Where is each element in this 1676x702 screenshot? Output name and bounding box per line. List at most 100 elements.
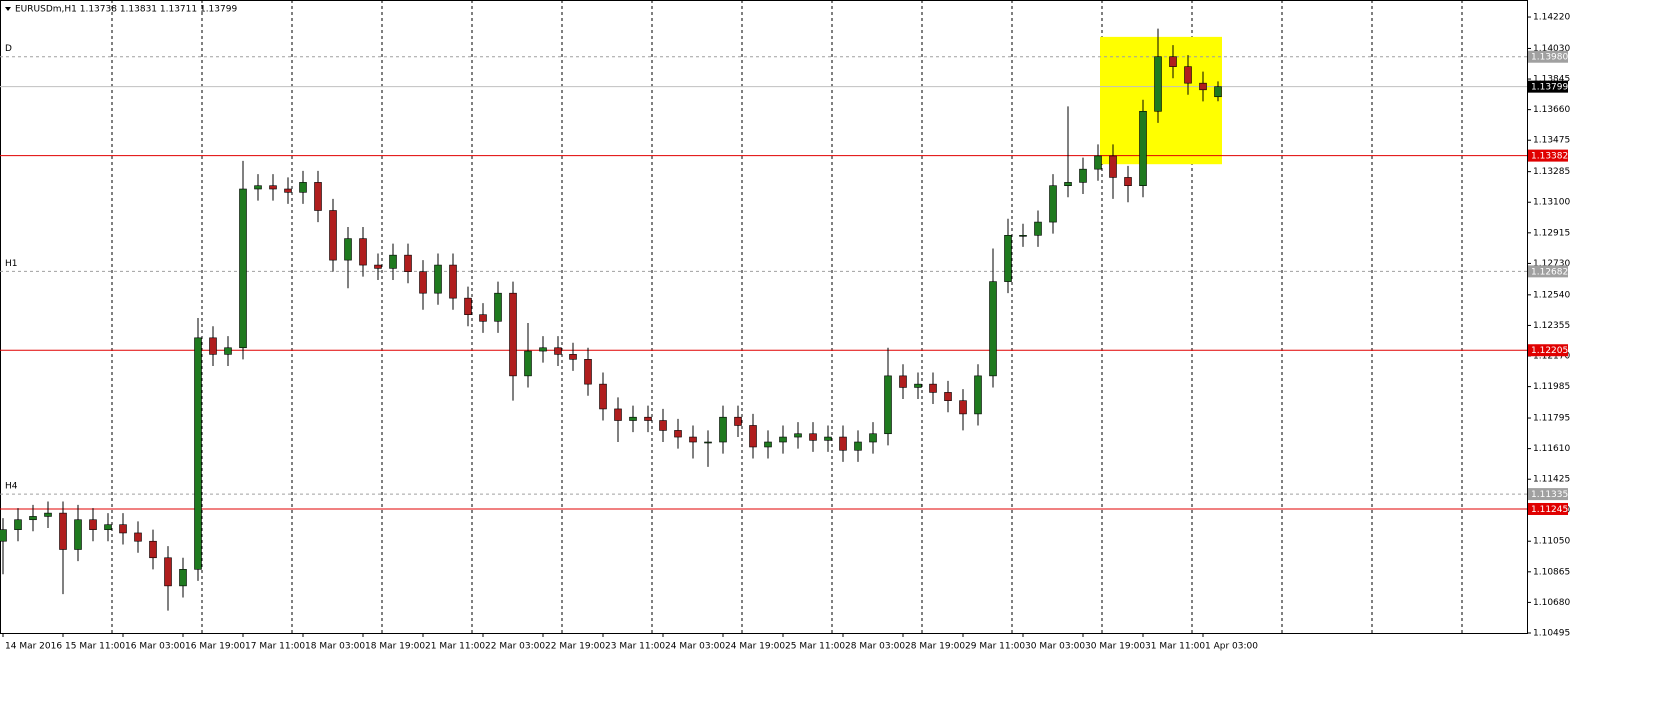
- candle-body: [599, 383, 607, 410]
- y-tick-label: 1.14030: [1533, 44, 1570, 54]
- price-label: 1.13980: [1531, 53, 1568, 63]
- y-tick-label: 1.13845: [1533, 75, 1570, 85]
- candle-body: [974, 375, 982, 415]
- candle-body: [89, 519, 97, 530]
- y-tick-label: 1.11425: [1533, 475, 1570, 485]
- price-label: 1.13799: [1531, 83, 1568, 93]
- candle-body: [749, 425, 757, 448]
- y-tick-label: 1.10495: [1533, 629, 1570, 639]
- price-label-box: [1528, 265, 1568, 278]
- candle-body: [509, 292, 517, 377]
- candle-body: [779, 436, 787, 443]
- candle-body: [1199, 82, 1207, 91]
- x-tick-label: 30 Mar 03:00: [1025, 642, 1085, 652]
- y-tick-label: 1.12915: [1533, 228, 1570, 238]
- candle-body: [479, 314, 487, 322]
- candle-body: [614, 408, 622, 421]
- candle-body: [1124, 177, 1132, 186]
- candle-body: [569, 354, 577, 360]
- candle-body: [914, 383, 922, 388]
- candle-body: [269, 185, 277, 190]
- candle-body: [44, 512, 52, 517]
- price-label-box: [1528, 344, 1568, 357]
- candle-body: [1109, 155, 1117, 178]
- candle-body: [1019, 235, 1027, 237]
- candle-body: [734, 416, 742, 426]
- candle-body: [404, 254, 412, 272]
- candle-body: [119, 524, 127, 534]
- x-tick-label: 16 Mar 03:00: [125, 642, 185, 652]
- candle-body: [224, 347, 232, 355]
- candle-body: [59, 512, 67, 550]
- candle-body: [539, 347, 547, 352]
- candle-body: [1049, 185, 1057, 223]
- x-tick-label: 16 Mar 19:00: [185, 642, 245, 652]
- y-tick-label: 1.12355: [1533, 321, 1570, 331]
- candle-body: [239, 188, 247, 349]
- candle-body: [1139, 110, 1147, 186]
- candle-body: [164, 557, 172, 587]
- price-label-box: [1528, 50, 1568, 63]
- x-tick-label: 25 Mar 11:00: [785, 642, 845, 652]
- y-tick-label: 1.13475: [1533, 136, 1570, 146]
- y-tick-label: 1.14220: [1533, 13, 1570, 23]
- candle-body: [584, 359, 592, 385]
- candle-body: [524, 350, 532, 377]
- candle-body: [449, 264, 457, 299]
- candle-body: [809, 433, 817, 441]
- candle-body: [944, 392, 952, 401]
- y-tick-label: 1.12170: [1533, 352, 1570, 362]
- candle-body: [389, 254, 397, 269]
- y-tick-label: 1.12730: [1533, 259, 1570, 269]
- candle-body: [1169, 56, 1177, 67]
- candle-body: [869, 433, 877, 443]
- x-tick-label: 24 Mar 19:00: [725, 642, 785, 652]
- candle-body: [554, 347, 562, 355]
- candle-body: [149, 540, 157, 559]
- candle-body: [314, 182, 322, 211]
- candle-body: [659, 420, 667, 431]
- candle-body: [929, 383, 937, 393]
- candle-body: [884, 375, 892, 435]
- price-label: 1.12682: [1531, 267, 1568, 277]
- y-tick-label: 1.13660: [1533, 105, 1570, 115]
- x-tick-label: 29 Mar 11:00: [965, 642, 1025, 652]
- plot-frame: [0, 0, 1528, 634]
- menu-triangle: [5, 7, 11, 11]
- candle-body: [419, 271, 427, 294]
- x-tick-label: 28 Mar 03:00: [845, 642, 905, 652]
- y-tick-label: 1.11050: [1533, 537, 1570, 547]
- price-label-box: [1528, 80, 1568, 93]
- candle-body: [494, 292, 502, 322]
- candle-body: [29, 516, 37, 521]
- candle-body: [629, 416, 637, 421]
- candle-body: [764, 441, 772, 448]
- x-tick-label: 28 Mar 19:00: [905, 642, 965, 652]
- candle-body: [839, 436, 847, 451]
- candle-body: [254, 185, 262, 190]
- candle-body: [854, 441, 862, 451]
- candle-body: [0, 529, 7, 542]
- candle-body: [179, 569, 187, 587]
- candle-body: [1079, 168, 1087, 183]
- x-tick-label: 22 Mar 03:00: [485, 642, 545, 652]
- price-label-box: [1528, 488, 1568, 501]
- price-label: 1.11245: [1531, 505, 1568, 515]
- candle-body: [464, 297, 472, 315]
- y-tick-label: 1.11610: [1533, 444, 1570, 454]
- candle-body: [899, 375, 907, 388]
- candle-body: [299, 182, 307, 193]
- y-tick-label: 1.10865: [1533, 567, 1570, 577]
- candle-body: [959, 400, 967, 415]
- candle-body: [1154, 56, 1162, 112]
- candle-body: [719, 416, 727, 443]
- candle-body: [1064, 182, 1072, 186]
- candle-body: [74, 519, 82, 550]
- y-tick-label: 1.11795: [1533, 414, 1570, 424]
- candle-body: [434, 264, 442, 294]
- price-label-box: [1528, 149, 1568, 162]
- price-label: 1.13382: [1531, 152, 1568, 162]
- x-tick-label: 17 Mar 11:00: [245, 642, 305, 652]
